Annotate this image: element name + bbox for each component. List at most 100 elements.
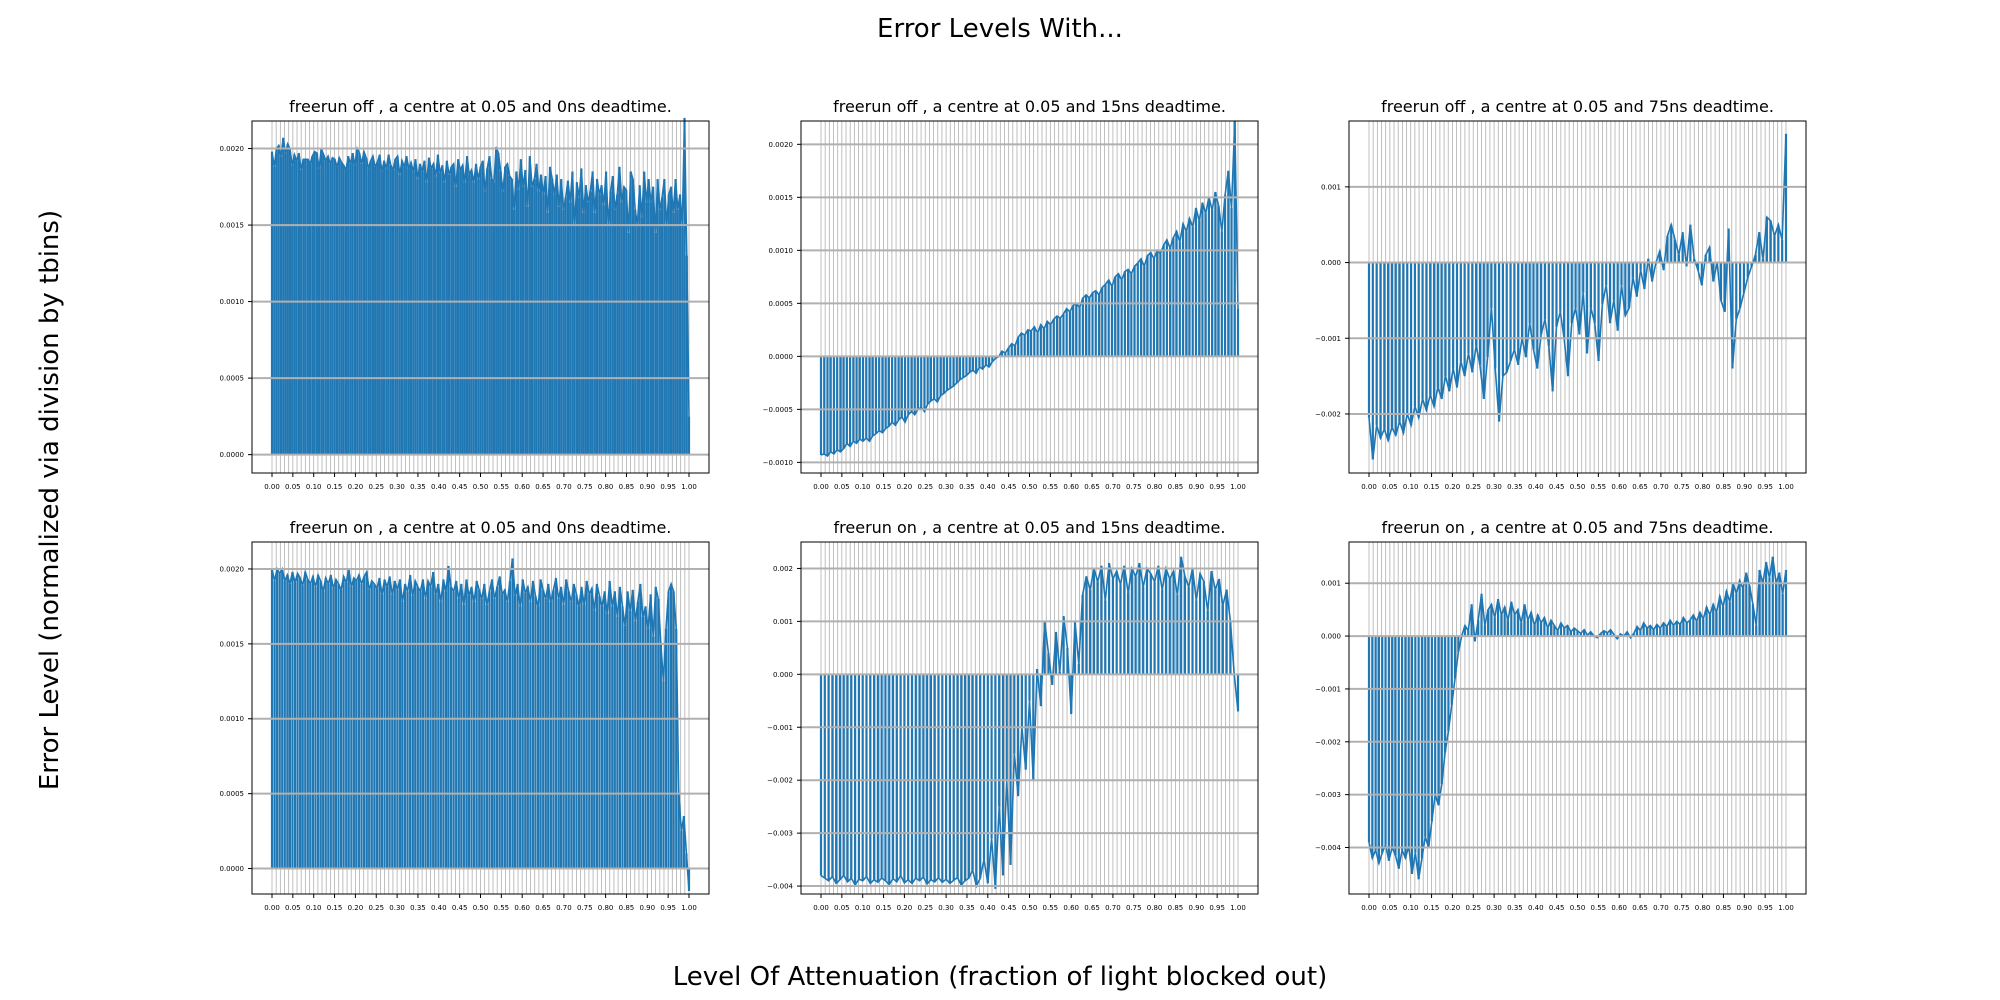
x-tick-label: 0.55 bbox=[1043, 904, 1059, 912]
subplot-2: freerun off , a centre at 0.05 and 15ns … bbox=[763, 97, 1259, 491]
x-tick-label: 0.20 bbox=[1445, 483, 1461, 491]
axes-frame bbox=[800, 120, 1259, 474]
x-tick-label: 0.30 bbox=[938, 483, 954, 491]
subplot-title: freerun off , a centre at 0.05 and 15ns … bbox=[833, 97, 1226, 116]
x-tick-label: 0.70 bbox=[556, 904, 572, 912]
x-tick-label: 0.50 bbox=[1022, 904, 1038, 912]
series-stems bbox=[819, 556, 1240, 889]
x-tick-label: 0.40 bbox=[1528, 904, 1544, 912]
x-tick-label: 0.45 bbox=[452, 483, 468, 491]
x-tick-label: 0.25 bbox=[368, 904, 384, 912]
x-tick-label: 0.95 bbox=[1757, 483, 1773, 491]
x-tick-label: 0.55 bbox=[494, 904, 510, 912]
x-tick-label: 0.60 bbox=[1063, 483, 1079, 491]
x-ticks: 0.00 0.05 0.10 0.15 0.20 0.25 0.30 0.35 0.40 0.45… bbox=[813, 473, 1246, 491]
x-tick-label: 0.30 bbox=[1486, 904, 1502, 912]
y-tick-label: 0.002 bbox=[773, 565, 793, 573]
x-tick-label: 0.75 bbox=[1126, 483, 1142, 491]
subplot-1: freerun off , a centre at 0.05 and 0ns d… bbox=[220, 97, 710, 491]
x-tick-label: 0.05 bbox=[834, 483, 850, 491]
x-tick-label: 0.60 bbox=[1611, 483, 1627, 491]
x-tick-label: 0.20 bbox=[348, 904, 364, 912]
x-tick-label: 0.80 bbox=[598, 483, 614, 491]
x-tick-label: 0.95 bbox=[1209, 904, 1225, 912]
x-tick-label: 1.00 bbox=[1230, 483, 1246, 491]
x-tick-label: 0.30 bbox=[389, 483, 405, 491]
y-tick-label: 0.0000 bbox=[769, 353, 794, 361]
y-ticks: 0.0000 0.0005 0.0010 0.0015 0.0020 bbox=[220, 145, 709, 459]
x-tick-label: 0.80 bbox=[1695, 483, 1711, 491]
x-tick-label: 0.10 bbox=[306, 483, 322, 491]
x-tick-label: 0.75 bbox=[577, 904, 593, 912]
subplot-title: freerun off , a centre at 0.05 and 75ns … bbox=[1381, 97, 1774, 116]
y-ticks: −0.004 −0.003 −0.002 −0.001 0.000 0.001 0.002 bbox=[767, 565, 1258, 891]
x-ticks: 0.00 0.05 0.10 0.15 0.20 0.25 0.30 0.35 0.40 0.45… bbox=[264, 894, 697, 912]
x-tick-label: 0.00 bbox=[264, 483, 280, 491]
x-tick-label: 0.80 bbox=[1695, 904, 1711, 912]
y-tick-label: 0.000 bbox=[773, 671, 793, 679]
x-tick-label: 0.65 bbox=[535, 904, 551, 912]
x-tick-label: 0.35 bbox=[410, 904, 426, 912]
x-tick-label: 0.55 bbox=[1591, 483, 1607, 491]
x-tick-label: 0.20 bbox=[897, 483, 913, 491]
x-tick-label: 0.45 bbox=[1549, 483, 1565, 491]
x-tick-label: 0.95 bbox=[660, 483, 676, 491]
x-tick-label: 0.10 bbox=[1403, 483, 1419, 491]
x-tick-label: 0.80 bbox=[598, 904, 614, 912]
x-tick-label: 0.80 bbox=[1147, 483, 1163, 491]
subplot-4: freerun on , a centre at 0.05 and 0ns de… bbox=[220, 518, 710, 912]
x-tick-label: 0.75 bbox=[1674, 483, 1690, 491]
x-tick-label: 0.00 bbox=[1361, 483, 1377, 491]
x-tick-label: 0.90 bbox=[640, 904, 656, 912]
x-tick-label: 0.45 bbox=[1001, 904, 1017, 912]
x-tick-label: 0.00 bbox=[813, 904, 829, 912]
series-stems bbox=[270, 558, 691, 892]
x-tick-label: 0.85 bbox=[1168, 904, 1184, 912]
series-line bbox=[271, 117, 690, 417]
x-tick-label: 0.90 bbox=[1737, 904, 1753, 912]
x-tick-label: 0.30 bbox=[389, 904, 405, 912]
x-tick-label: 0.30 bbox=[1486, 483, 1502, 491]
x-tick-label: 0.40 bbox=[980, 904, 996, 912]
x-tick-label: 0.60 bbox=[514, 904, 530, 912]
y-tick-label: 0.0000 bbox=[220, 451, 245, 459]
subplot-3: freerun off , a centre at 0.05 and 75ns … bbox=[1315, 97, 1807, 491]
x-tick-label: 0.45 bbox=[1549, 904, 1565, 912]
subplot-title: freerun on , a centre at 0.05 and 75ns d… bbox=[1382, 518, 1774, 537]
y-tick-label: 0.0005 bbox=[220, 375, 245, 383]
x-tick-label: 0.70 bbox=[1105, 904, 1121, 912]
x-tick-label: 1.00 bbox=[681, 904, 697, 912]
series-line bbox=[1368, 556, 1787, 880]
series-stems bbox=[819, 121, 1240, 457]
x-tick-label: 1.00 bbox=[681, 483, 697, 491]
x-tick-label: 1.00 bbox=[1230, 904, 1246, 912]
x-ticks: 0.00 0.05 0.10 0.15 0.20 0.25 0.30 0.35 0.40 0.45… bbox=[1361, 473, 1794, 491]
y-tick-label: 0.0000 bbox=[220, 865, 245, 873]
x-tick-label: 0.20 bbox=[348, 483, 364, 491]
subplot-title: freerun on , a centre at 0.05 and 0ns de… bbox=[290, 518, 672, 537]
x-tick-label: 0.50 bbox=[1022, 483, 1038, 491]
x-tick-label: 0.15 bbox=[876, 483, 892, 491]
x-tick-label: 0.10 bbox=[306, 904, 322, 912]
y-tick-label: −0.004 bbox=[1315, 844, 1341, 852]
grid bbox=[1368, 121, 1787, 473]
x-tick-label: 1.00 bbox=[1778, 483, 1794, 491]
x-tick-label: 0.50 bbox=[1570, 904, 1586, 912]
grid bbox=[820, 121, 1239, 473]
x-tick-label: 0.70 bbox=[1105, 483, 1121, 491]
x-tick-label: 0.60 bbox=[514, 483, 530, 491]
y-tick-label: 0.0015 bbox=[769, 194, 794, 202]
x-tick-label: 0.75 bbox=[1674, 904, 1690, 912]
y-tick-label: 0.0020 bbox=[220, 565, 245, 573]
x-tick-label: 0.30 bbox=[938, 904, 954, 912]
figure-x-label: Level Of Attenuation (fraction of light … bbox=[672, 962, 1328, 992]
x-tick-label: 0.05 bbox=[285, 483, 301, 491]
x-tick-label: 0.25 bbox=[1465, 904, 1481, 912]
y-ticks: −0.004 −0.003 −0.002 −0.001 0.000 0.001 bbox=[1315, 580, 1806, 852]
y-tick-label: 0.0020 bbox=[769, 141, 794, 149]
y-tick-label: −0.001 bbox=[1315, 335, 1341, 343]
x-tick-label: 0.15 bbox=[1424, 483, 1440, 491]
y-tick-label: 0.000 bbox=[1321, 633, 1341, 641]
x-tick-label: 0.90 bbox=[1737, 483, 1753, 491]
axes-frame bbox=[251, 541, 710, 895]
